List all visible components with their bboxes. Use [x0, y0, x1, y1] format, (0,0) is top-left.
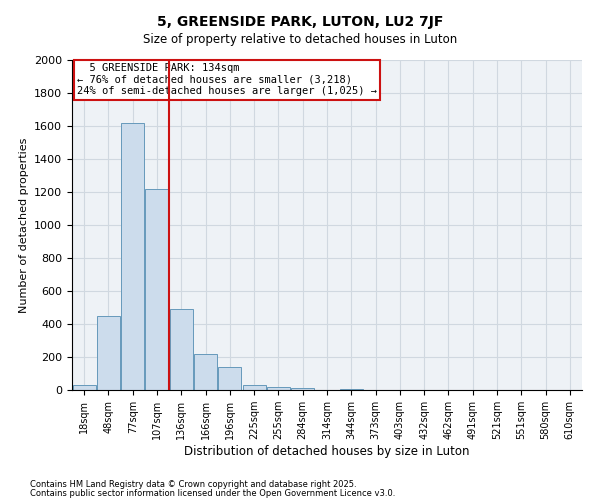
Text: Contains HM Land Registry data © Crown copyright and database right 2025.: Contains HM Land Registry data © Crown c…	[30, 480, 356, 489]
X-axis label: Distribution of detached houses by size in Luton: Distribution of detached houses by size …	[184, 445, 470, 458]
Bar	[267, 386, 290, 390]
Bar	[218, 367, 241, 390]
Text: 5, GREENSIDE PARK, LUTON, LU2 7JF: 5, GREENSIDE PARK, LUTON, LU2 7JF	[157, 15, 443, 29]
Bar	[73, 385, 95, 390]
Bar	[121, 122, 144, 390]
Text: Size of property relative to detached houses in Luton: Size of property relative to detached ho…	[143, 32, 457, 46]
Y-axis label: Number of detached properties: Number of detached properties	[19, 138, 29, 312]
Text: Contains public sector information licensed under the Open Government Licence v3: Contains public sector information licen…	[30, 488, 395, 498]
Bar	[340, 389, 363, 390]
Bar	[145, 188, 169, 390]
Bar	[291, 388, 314, 390]
Bar	[97, 316, 120, 390]
Bar	[242, 385, 266, 390]
Bar	[194, 354, 217, 390]
Bar	[170, 309, 193, 390]
Text: 5 GREENSIDE PARK: 134sqm
← 76% of detached houses are smaller (3,218)
24% of sem: 5 GREENSIDE PARK: 134sqm ← 76% of detach…	[77, 64, 377, 96]
